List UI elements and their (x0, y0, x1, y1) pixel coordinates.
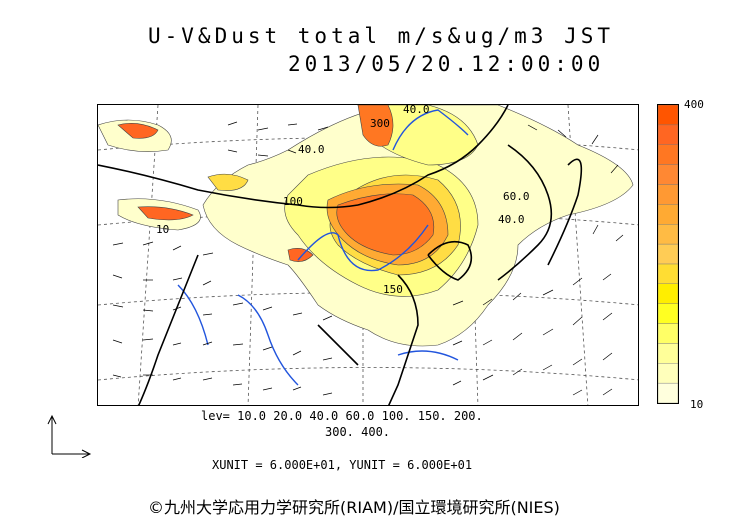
rivers (177, 109, 469, 386)
color-scale-swatch (658, 204, 678, 225)
color-scale-swatch (658, 124, 678, 145)
contour-label: 300 (370, 117, 390, 130)
map-title-line1: U-V&Dust total m/s&ug/m3 JST (148, 24, 615, 48)
color-scale-swatch (658, 283, 678, 304)
vector-unit-scale: XUNIT = 6.000E+01, YUNIT = 6.000E+01 (212, 458, 473, 472)
color-scale-min-label: 10 (690, 398, 704, 411)
dust-map-panel: 40.0 40.0 100 150 60.0 10 300 40.0 (97, 104, 639, 406)
contour-label: 40.0 (298, 143, 325, 156)
contour-levels-line1: lev= 10.0 20.0 40.0 60.0 100. 150. 200. (201, 409, 483, 423)
color-scale-swatch (658, 164, 678, 185)
contour-label: 150 (383, 283, 403, 296)
contour-label: 40.0 (498, 213, 525, 226)
contour-levels-line2: 300. 400. (325, 425, 391, 439)
contour-label: 100 (283, 195, 303, 208)
color-scale-swatch (658, 105, 678, 126)
color-scale-swatch (658, 382, 678, 403)
color-scale-swatch (658, 303, 678, 324)
color-scale-swatches (658, 105, 678, 403)
contour-label: 40.0 (403, 105, 430, 116)
color-scale-bar (657, 104, 679, 404)
color-scale-swatch (658, 323, 678, 344)
color-scale-swatch (658, 243, 678, 265)
reference-vector-arrow-icon (47, 414, 92, 458)
color-scale-swatch (658, 144, 678, 165)
color-scale-swatch (658, 184, 678, 205)
borders (98, 105, 583, 405)
color-scale-swatch (658, 363, 678, 384)
dust-concentration-fill (98, 105, 634, 347)
contour-label: 60.0 (503, 190, 530, 203)
color-scale-max-label: 400 (684, 98, 704, 111)
contour-label: 10 (156, 223, 169, 236)
dust-map-svg: 40.0 40.0 100 150 60.0 10 300 40.0 (98, 105, 638, 405)
color-scale-swatch (658, 223, 678, 245)
wind-vectors (112, 121, 624, 396)
color-scale-swatch (658, 263, 678, 285)
map-title-datetime: 2013/05/20.12:00:00 (288, 52, 605, 76)
contour-labels: 40.0 40.0 100 150 60.0 10 300 40.0 (156, 105, 530, 296)
color-scale-swatch (658, 343, 678, 364)
copyright-credit: ©九州大学応用力学研究所(RIAM)/国立環境研究所(NIES) (148, 498, 560, 517)
